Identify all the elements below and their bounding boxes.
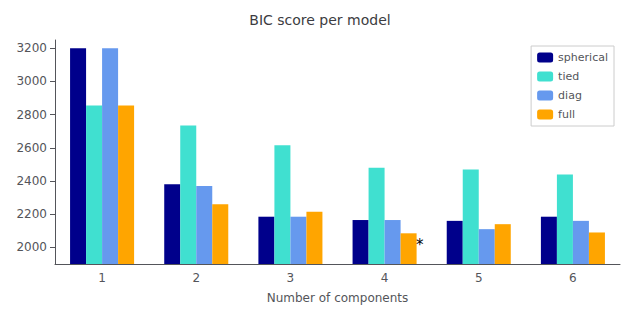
svg-text:6: 6 xyxy=(569,271,577,285)
svg-text:2400: 2400 xyxy=(16,174,47,188)
svg-text:2000: 2000 xyxy=(16,240,47,254)
svg-text:diag: diag xyxy=(558,89,582,102)
svg-text:3200: 3200 xyxy=(16,41,47,55)
svg-text:3000: 3000 xyxy=(16,74,47,88)
svg-text:5: 5 xyxy=(475,271,483,285)
svg-text:tied: tied xyxy=(558,70,579,83)
svg-text:Number of components: Number of components xyxy=(267,291,409,305)
svg-text:2: 2 xyxy=(192,271,200,285)
svg-text:4: 4 xyxy=(381,271,389,285)
svg-text:spherical: spherical xyxy=(558,51,608,64)
svg-text:1: 1 xyxy=(98,271,106,285)
svg-text:BIC score per model: BIC score per model xyxy=(249,12,390,28)
svg-text:*: * xyxy=(416,236,424,254)
svg-text:full: full xyxy=(558,108,575,121)
svg-text:3: 3 xyxy=(287,271,295,285)
svg-text:2800: 2800 xyxy=(16,108,47,122)
svg-text:2600: 2600 xyxy=(16,141,47,155)
svg-text:2200: 2200 xyxy=(16,207,47,221)
